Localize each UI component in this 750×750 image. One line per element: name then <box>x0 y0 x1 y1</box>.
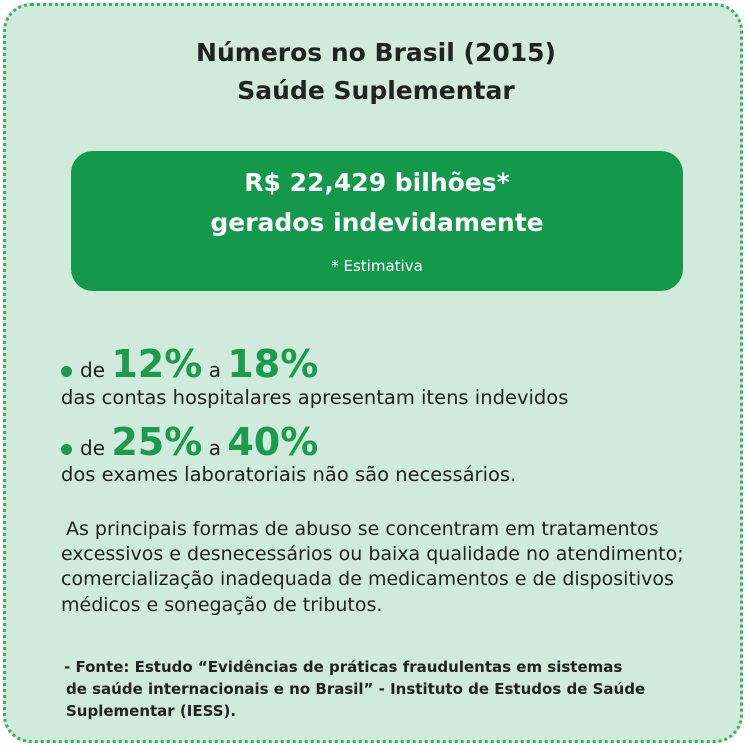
paragraph-line: médicos e sonegação de tributos. <box>61 594 383 616</box>
highlight-line: R$ 22,429 bilhões* <box>244 168 510 197</box>
stat-text: dos exames laboratoriais não são necessá… <box>61 463 517 486</box>
stat-range: de 25% a 40% <box>61 420 318 464</box>
highlight-box: R$ 22,429 bilhões* gerados indevidamente… <box>71 151 683 291</box>
paragraph-line: excessivos e desnecessários ou baixa qua… <box>61 543 684 565</box>
source-line: Suplementar (IESS). <box>66 702 237 720</box>
percent: 40% <box>227 420 319 464</box>
word: a <box>208 436 221 460</box>
highlight-note: * Estimativa <box>331 257 423 275</box>
word: a <box>208 358 221 382</box>
stat-text: das contas hospitalares apresentam itens… <box>61 386 569 409</box>
source-line: de saúde internacionais e no Brasil” - I… <box>66 680 646 698</box>
bullet <box>61 366 72 377</box>
stat-range: de 12% a 18% <box>61 342 318 386</box>
title: Saúde Suplementar <box>237 76 515 105</box>
title: Números no Brasil (2015) <box>196 38 556 67</box>
percent: 12% <box>111 342 203 386</box>
highlight-line: gerados indevidamente <box>210 208 544 237</box>
percent: 25% <box>111 420 203 464</box>
percent: 18% <box>227 342 319 386</box>
word: de <box>80 358 105 382</box>
bullet <box>61 444 72 455</box>
paragraph-line: comercialização inadequada de medicament… <box>61 568 674 590</box>
source-line: - Fonte: Estudo “Evidências de práticas … <box>64 658 623 676</box>
word: de <box>80 436 105 460</box>
card: Números no Brasil (2015) Saúde Suplement… <box>3 3 743 743</box>
paragraph-line: As principais formas de abuso se concent… <box>66 518 659 540</box>
